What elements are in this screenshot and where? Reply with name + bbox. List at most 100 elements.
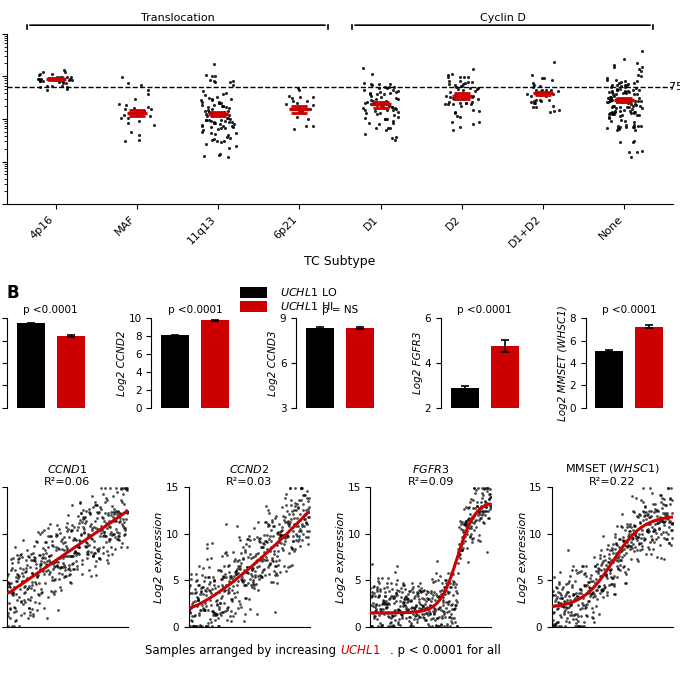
Point	[84, 540, 95, 551]
Point	[467, 512, 478, 523]
Point	[297, 505, 308, 516]
Point	[58, 557, 69, 568]
Point	[644, 543, 655, 554]
Point	[248, 534, 259, 545]
Point	[573, 621, 584, 632]
Point	[294, 541, 305, 551]
Point	[18, 570, 29, 581]
Point	[636, 495, 647, 506]
Point	[72, 521, 83, 532]
Point	[364, 118, 375, 129]
Point	[379, 97, 390, 108]
Point	[379, 590, 390, 601]
Point	[412, 609, 423, 620]
Point	[626, 522, 636, 532]
Point	[590, 565, 601, 576]
Point	[371, 582, 382, 593]
Point	[392, 616, 403, 627]
Point	[193, 607, 204, 618]
Point	[30, 576, 41, 587]
Point	[29, 584, 39, 595]
Point	[303, 539, 314, 549]
Point	[31, 578, 41, 589]
Point	[50, 542, 61, 553]
Point	[401, 606, 412, 617]
Point	[601, 590, 612, 601]
Point	[66, 520, 77, 530]
Point	[43, 530, 54, 541]
Point	[394, 606, 405, 617]
Point	[229, 574, 240, 585]
Point	[622, 98, 633, 109]
Point	[233, 568, 243, 578]
Point	[211, 92, 222, 102]
Point	[564, 594, 575, 605]
Point	[643, 519, 653, 530]
Point	[269, 549, 279, 559]
Point	[118, 530, 129, 541]
Point	[216, 565, 226, 576]
Point	[606, 92, 617, 102]
Point	[288, 508, 299, 519]
Point	[594, 580, 605, 591]
Point	[373, 576, 384, 586]
Point	[12, 572, 23, 583]
Point	[478, 508, 489, 518]
Point	[588, 587, 598, 598]
Point	[393, 618, 404, 629]
Point	[371, 123, 381, 133]
Point	[432, 555, 443, 566]
Point	[58, 553, 69, 563]
Point	[619, 539, 630, 550]
Point	[56, 71, 67, 82]
Point	[458, 94, 469, 104]
Point	[385, 607, 396, 618]
Point	[212, 608, 223, 619]
Point	[47, 572, 58, 583]
Point	[120, 483, 131, 493]
Point	[656, 497, 666, 508]
Point	[204, 577, 215, 588]
Point	[271, 551, 282, 561]
Point	[466, 516, 477, 527]
Point	[13, 553, 24, 564]
Point	[80, 512, 90, 523]
Point	[537, 84, 548, 95]
Point	[14, 570, 24, 581]
Point	[69, 545, 80, 556]
Point	[283, 530, 294, 541]
Point	[411, 588, 422, 599]
Point	[535, 86, 546, 96]
Point	[359, 129, 370, 140]
Point	[660, 526, 671, 537]
Point	[385, 123, 396, 134]
Point	[92, 513, 103, 524]
Point	[406, 594, 417, 605]
Point	[613, 78, 624, 88]
Point	[69, 548, 80, 559]
Point	[617, 535, 628, 546]
Point	[61, 82, 72, 93]
Point	[447, 92, 458, 103]
Point	[408, 621, 419, 632]
Point	[577, 603, 588, 613]
Point	[463, 514, 474, 524]
Point	[373, 578, 384, 588]
Point	[450, 578, 461, 589]
Point	[454, 111, 465, 122]
Point	[299, 510, 310, 520]
Point	[204, 561, 215, 572]
Point	[556, 621, 566, 632]
Point	[64, 569, 75, 580]
Point	[662, 508, 673, 518]
Point	[187, 596, 198, 607]
Point	[607, 80, 618, 91]
Point	[632, 89, 643, 100]
Point	[372, 584, 383, 594]
Point	[662, 483, 673, 493]
Text: . p < 0.0001 for all: . p < 0.0001 for all	[390, 644, 501, 657]
Point	[296, 483, 307, 493]
Point	[444, 582, 455, 592]
Point	[47, 81, 58, 92]
Point	[133, 109, 143, 119]
